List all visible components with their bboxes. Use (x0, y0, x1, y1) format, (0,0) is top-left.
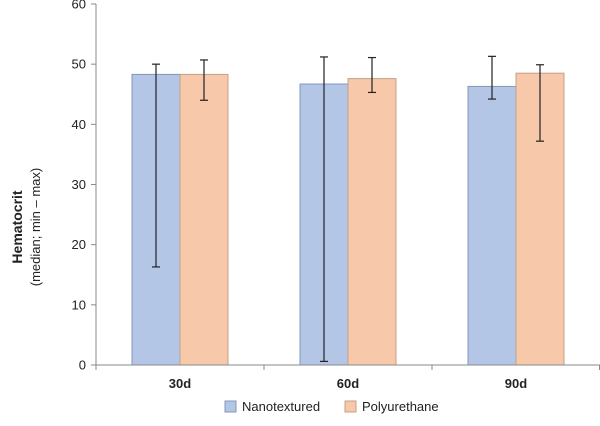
y-tick-label: 20 (72, 237, 86, 252)
y-axis: 0 10 20 30 40 50 60 (72, 0, 97, 373)
y-axis-sublabel: (median; min – max) (28, 168, 43, 286)
x-category-label: 90d (505, 376, 527, 391)
legend: Nanotextured Polyurethane (224, 399, 439, 414)
y-axis-label: Hematocrit (9, 190, 25, 263)
y-tick-label: 40 (72, 117, 86, 132)
bar-nanotextured-90d (467, 85, 517, 366)
y-axis-title: Hematocrit (9, 190, 25, 263)
error-bars (152, 55, 544, 362)
y-tick-label: 60 (72, 0, 86, 12)
legend-swatch-polyurethane (344, 400, 357, 413)
bar-polyurethane-60d (347, 78, 397, 366)
bar-polyurethane-30d (179, 73, 229, 366)
bars (131, 72, 565, 366)
legend-swatch-nanotextured (224, 400, 237, 413)
x-category-label: 60d (337, 376, 359, 391)
y-tick-label: 0 (79, 358, 86, 373)
x-category-label: 30d (169, 376, 191, 391)
y-tick-label: 10 (72, 297, 86, 312)
x-axis: 30d 60d 90d (95, 364, 600, 391)
y-tick-label: 50 (72, 57, 86, 72)
y-axis-subtitle: (median; min – max) (28, 168, 43, 286)
legend-label-polyurethane: Polyurethane (362, 399, 439, 414)
legend-label-nanotextured: Nanotextured (242, 399, 320, 414)
y-tick-label: 30 (72, 177, 86, 192)
